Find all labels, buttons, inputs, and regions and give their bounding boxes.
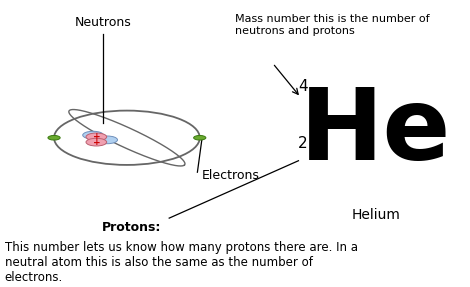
Text: Neutrons: Neutrons [75,16,132,29]
Text: Electrons: Electrons [202,168,260,182]
Ellipse shape [86,133,107,141]
Text: 4: 4 [298,79,308,94]
Ellipse shape [48,135,60,140]
Text: 2: 2 [298,136,308,151]
Text: +: + [93,132,100,141]
Text: +: + [93,138,100,147]
Text: Protons:: Protons: [102,221,161,234]
Ellipse shape [97,136,118,144]
Text: Mass number this is the number of
neutrons and protons: Mass number this is the number of neutro… [235,14,430,36]
Ellipse shape [194,135,206,140]
Ellipse shape [86,138,107,146]
Text: This number lets us know how many protons there are. In a
neutral atom this is a: This number lets us know how many proton… [5,241,358,284]
Text: He: He [300,84,452,181]
Text: Helium: Helium [352,208,400,222]
Ellipse shape [83,131,103,139]
